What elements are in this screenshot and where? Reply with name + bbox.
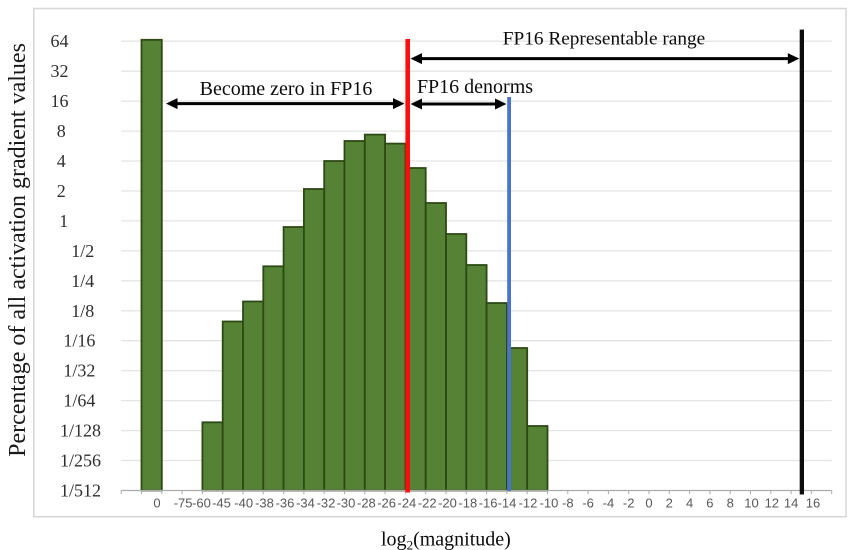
svg-text:FP16 Representable range: FP16 Representable range <box>503 29 705 50</box>
svg-text:14: 14 <box>784 496 798 511</box>
svg-text:Become zero in FP16: Become zero in FP16 <box>200 78 373 100</box>
svg-text:10: 10 <box>744 496 758 511</box>
svg-text:-45: -45 <box>212 496 231 511</box>
svg-text:0: 0 <box>645 496 652 511</box>
svg-text:log2(magnitude): log2(magnitude) <box>381 528 511 550</box>
svg-text:-60: -60 <box>192 496 211 511</box>
svg-text:-2: -2 <box>623 496 635 511</box>
svg-text:1/512: 1/512 <box>60 481 101 501</box>
svg-text:-22: -22 <box>418 496 437 511</box>
svg-text:-34: -34 <box>296 496 315 511</box>
svg-text:-10: -10 <box>540 496 559 511</box>
svg-text:1/4: 1/4 <box>71 271 94 291</box>
svg-text:32: 32 <box>51 61 69 81</box>
svg-text:-36: -36 <box>276 496 295 511</box>
svg-text:1/2: 1/2 <box>71 241 94 261</box>
svg-text:4: 4 <box>686 496 693 511</box>
svg-text:-20: -20 <box>438 496 457 511</box>
svg-text:1/16: 1/16 <box>63 331 95 351</box>
svg-text:2: 2 <box>57 181 66 201</box>
svg-text:4: 4 <box>57 151 66 171</box>
svg-text:12: 12 <box>765 496 779 511</box>
svg-text:1/64: 1/64 <box>63 391 95 411</box>
svg-text:16: 16 <box>51 91 69 111</box>
svg-text:1/8: 1/8 <box>71 301 94 321</box>
svg-text:FP16 denorms: FP16 denorms <box>417 76 533 98</box>
svg-text:-26: -26 <box>377 496 396 511</box>
svg-text:-75: -75 <box>174 496 193 511</box>
svg-text:2: 2 <box>666 496 673 511</box>
svg-text:16: 16 <box>806 496 820 511</box>
svg-text:-8: -8 <box>562 496 574 511</box>
svg-text:8: 8 <box>57 121 66 141</box>
svg-text:1: 1 <box>59 211 68 231</box>
svg-text:1/256: 1/256 <box>60 451 101 471</box>
svg-text:0: 0 <box>153 496 160 511</box>
svg-text:1/32: 1/32 <box>63 361 95 381</box>
svg-text:6: 6 <box>706 496 713 511</box>
svg-text:-38: -38 <box>255 496 274 511</box>
svg-text:-12: -12 <box>519 496 538 511</box>
svg-text:-32: -32 <box>317 496 336 511</box>
svg-text:-28: -28 <box>357 496 376 511</box>
svg-text:1/128: 1/128 <box>60 421 101 441</box>
svg-text:Percentage of all activation g: Percentage of all activation gradient va… <box>5 43 31 457</box>
svg-text:-6: -6 <box>582 496 594 511</box>
svg-text:8: 8 <box>727 496 734 511</box>
svg-text:-16: -16 <box>479 496 498 511</box>
svg-text:-30: -30 <box>337 496 356 511</box>
svg-text:64: 64 <box>51 31 69 51</box>
svg-text:-4: -4 <box>603 496 615 511</box>
svg-text:-14: -14 <box>498 496 517 511</box>
svg-text:-24: -24 <box>398 496 417 511</box>
svg-text:-40: -40 <box>234 496 253 511</box>
svg-text:-18: -18 <box>458 496 477 511</box>
